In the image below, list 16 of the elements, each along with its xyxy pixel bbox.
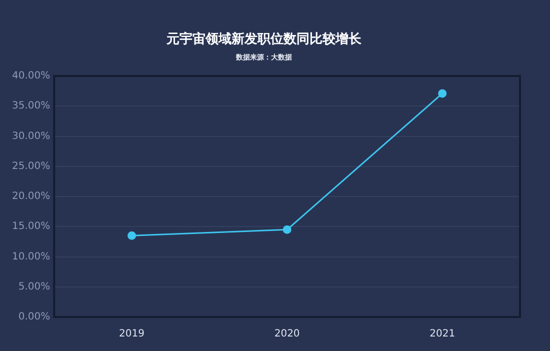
point [128,231,136,240]
x-tick-label: 2019 [119,328,144,340]
x-tick-label: 2020 [274,328,300,340]
y-tick-label: 35.00% [12,100,50,112]
point [282,225,292,234]
y-tick-label: 0.00% [18,312,50,323]
y-tick-label: 25.00% [12,160,50,172]
point [438,89,447,98]
chart-title: 元宇宙领域新发职位数同比较增长 [166,31,362,48]
y-tick-label: 30.00% [12,130,50,142]
y-tick-label: 5.00% [18,281,50,292]
y-tick-label: 40.00% [12,70,50,82]
y-tick-label: 20.00% [12,191,50,202]
y-tick-label: 15.00% [12,221,50,232]
y-tick-label: 10.00% [12,251,50,262]
x-tick-label: 2021 [430,328,456,340]
